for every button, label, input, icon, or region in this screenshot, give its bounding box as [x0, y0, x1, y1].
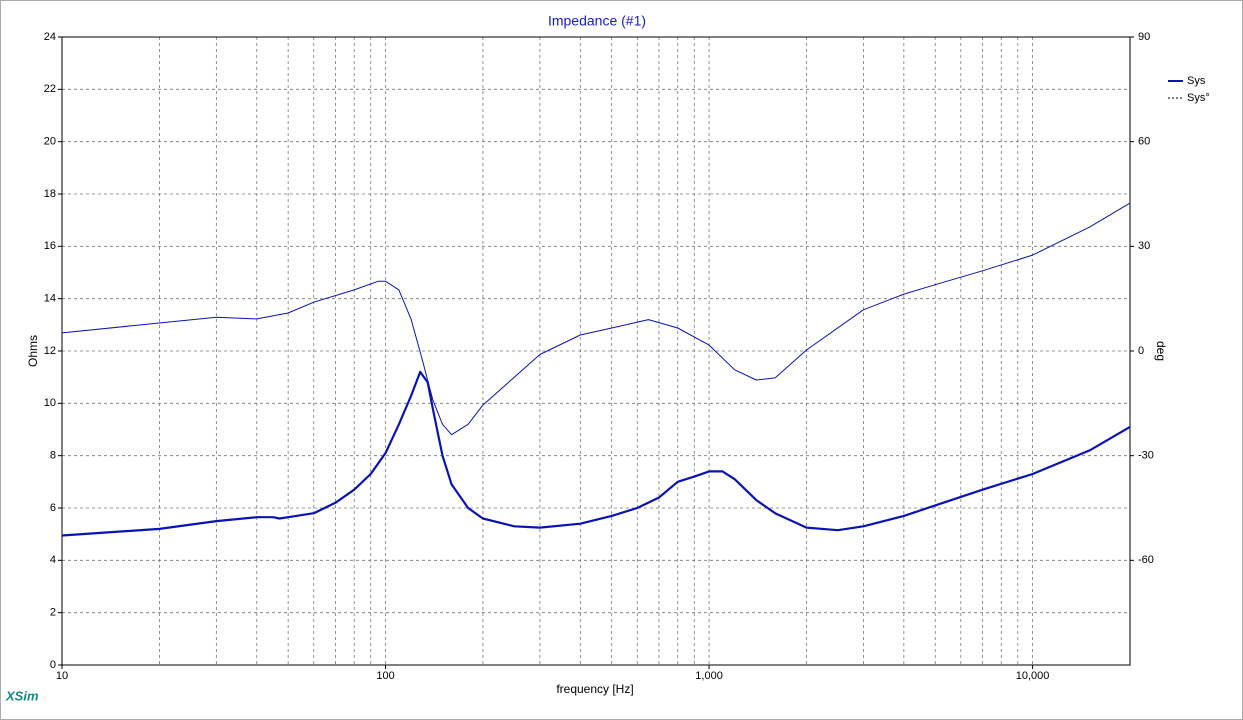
legend-label: Sys	[1187, 75, 1206, 87]
y2-axis-title: deg	[1154, 341, 1168, 361]
series-line	[61, 202, 1131, 436]
y-tick-label: 16	[44, 240, 56, 252]
y-tick-label: 22	[44, 83, 56, 95]
y2-tick-label: 60	[1138, 136, 1150, 148]
y-tick-label: 4	[50, 554, 56, 566]
legend-label: Sys°	[1187, 92, 1210, 104]
x-tick-label: 10,000	[1016, 670, 1050, 682]
y-tick-label: 20	[44, 136, 56, 148]
y-tick-label: 24	[44, 31, 56, 43]
y2-tick-label: -60	[1138, 554, 1154, 566]
x-axis-title: frequency [Hz]	[556, 682, 633, 696]
y2-tick-label: 0	[1138, 345, 1144, 357]
y-tick-label: 2	[50, 607, 56, 619]
x-tick-label: 100	[376, 670, 394, 682]
y-tick-label: 14	[44, 293, 56, 305]
y-axis-title: Ohms	[26, 335, 40, 367]
y-tick-label: 12	[44, 345, 56, 357]
x-tick-label: 1,000	[695, 670, 723, 682]
y-tick-label: 18	[44, 188, 56, 200]
series-line	[61, 370, 1131, 537]
x-tick-label: 10	[56, 670, 68, 682]
y-tick-label: 8	[50, 450, 56, 462]
y2-tick-label: 30	[1138, 240, 1150, 252]
y-tick-label: 10	[44, 397, 56, 409]
y-tick-label: 0	[50, 659, 56, 671]
y2-tick-label: 90	[1138, 31, 1150, 43]
chart-title: Impedance (#1)	[548, 13, 646, 29]
y2-tick-label: -30	[1138, 450, 1154, 462]
y-tick-label: 6	[50, 502, 56, 514]
plot-frame	[61, 36, 1131, 666]
logo: XSim	[5, 688, 39, 703]
